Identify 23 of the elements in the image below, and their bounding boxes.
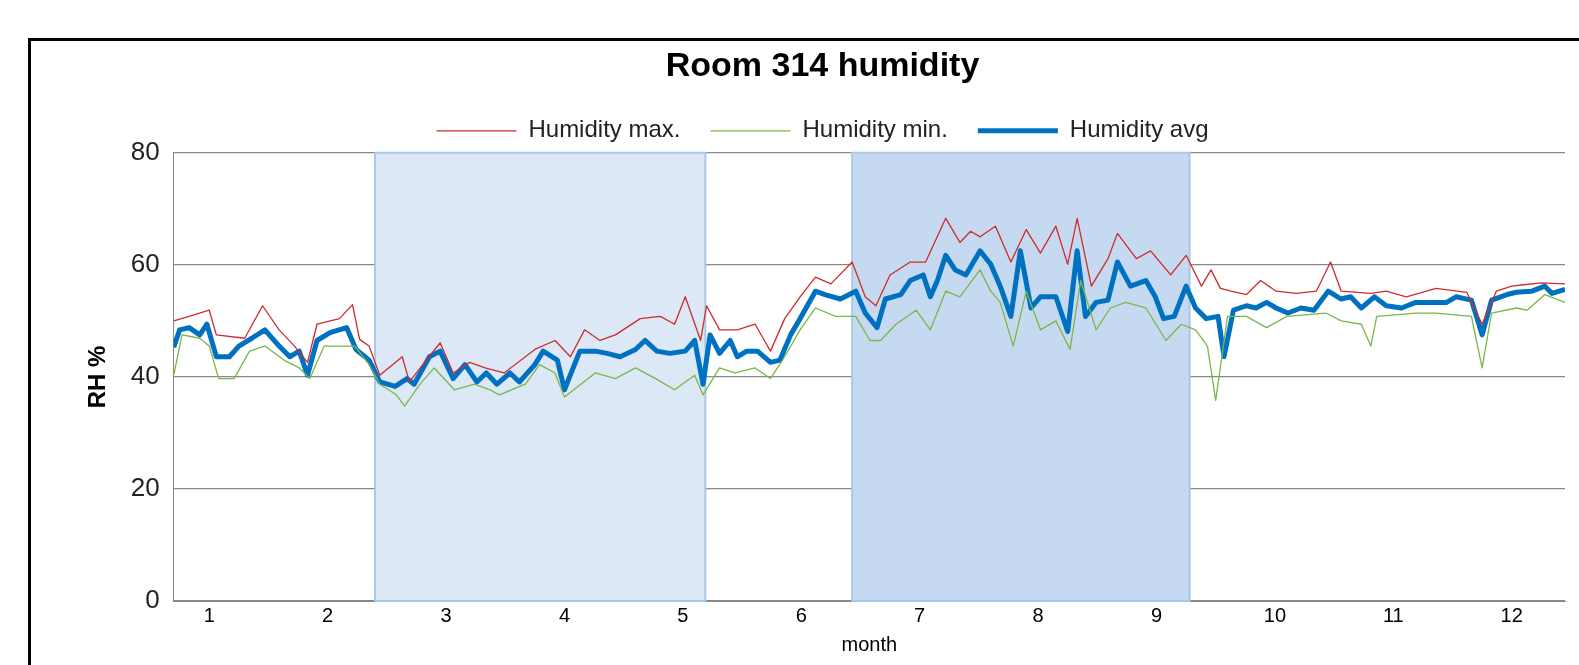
x-tick-label: 5: [677, 603, 689, 626]
x-tick-label: 1: [203, 603, 215, 626]
x-tick-label: 11: [1382, 603, 1404, 626]
x-tick-label: 8: [1032, 603, 1044, 626]
x-tick-label: 4: [558, 603, 571, 626]
x-tick-label: 7: [914, 603, 926, 626]
x-tick-label: 2: [322, 603, 334, 626]
chart-title: Room 314 humidity: [665, 44, 980, 83]
legend-label: Humidity max.: [528, 115, 681, 143]
legend-label: Humidity avg: [1069, 115, 1209, 143]
y-tick-label: 40: [130, 360, 160, 391]
y-tick-label: 0: [145, 584, 160, 615]
legend-label: Humidity min.: [802, 115, 948, 143]
x-tick-label: 9: [1150, 603, 1163, 626]
x-tick-label: 12: [1500, 603, 1523, 626]
x-tick-label: 10: [1263, 603, 1287, 626]
x-tick-label: 6: [795, 603, 807, 626]
y-tick-label: 80: [130, 135, 160, 166]
x-axis-title: month: [841, 632, 898, 655]
x-tick-label: 3: [440, 603, 452, 626]
y-tick-label: 20: [130, 472, 160, 503]
y-axis-title: RH %: [83, 345, 111, 409]
y-tick-label: 60: [130, 248, 160, 279]
